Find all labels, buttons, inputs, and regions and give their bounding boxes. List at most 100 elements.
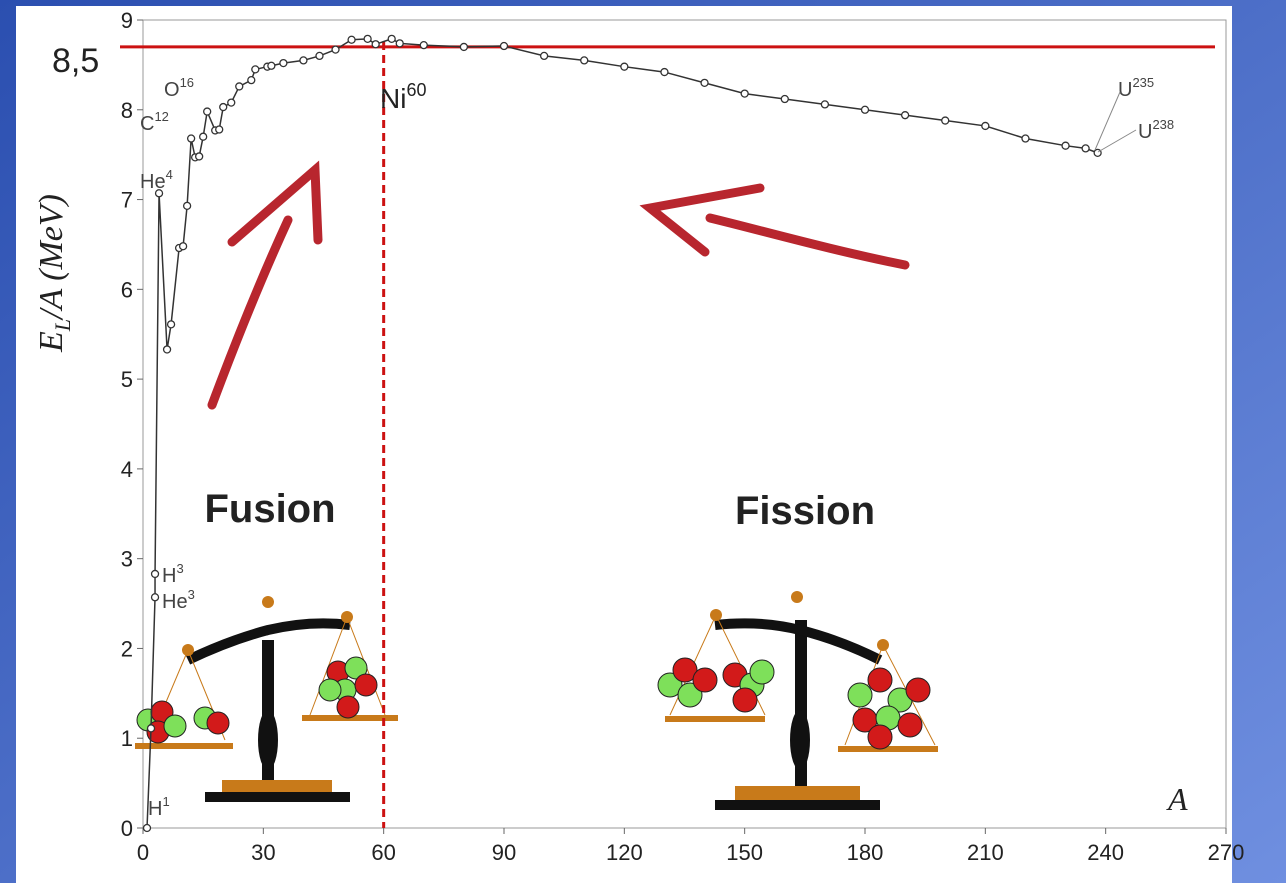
point-label: He3 — [162, 587, 195, 613]
label-base: O — [164, 79, 180, 101]
label-sup: 1 — [162, 794, 169, 809]
data-point — [459, 42, 469, 52]
fission-label: Fission — [735, 489, 875, 533]
data-point — [395, 39, 404, 48]
y-tick-label: 6 — [121, 277, 133, 302]
label-base: U — [1118, 79, 1132, 101]
y-tick-label: 3 — [121, 547, 133, 572]
data-point — [499, 41, 509, 51]
x-tick-label: 90 — [492, 840, 516, 865]
point-label: U235 — [1118, 75, 1154, 101]
y-tick-label: 8 — [121, 98, 133, 123]
label-sup: 235 — [1132, 75, 1154, 90]
data-point — [247, 76, 256, 85]
point-label: U238 — [1138, 117, 1174, 143]
data-point — [820, 100, 830, 109]
x-tick-label: 150 — [726, 840, 763, 865]
x-tick-label: 30 — [251, 840, 275, 865]
label-sup: 238 — [1152, 117, 1174, 132]
data-point — [150, 569, 160, 579]
data-point — [146, 724, 156, 733]
ni-label: Ni60 — [380, 80, 426, 114]
data-point — [419, 40, 428, 50]
label-base: H — [162, 565, 176, 587]
data-point — [182, 201, 192, 210]
data-point — [331, 45, 340, 54]
data-point — [387, 34, 396, 44]
point-label: C12 — [140, 109, 169, 135]
data-point — [150, 593, 160, 602]
data-point — [142, 823, 152, 833]
data-point — [279, 58, 288, 68]
data-point — [347, 35, 356, 44]
y-tick-label: 1 — [121, 726, 133, 751]
data-point — [215, 125, 224, 134]
label-sub: L — [50, 319, 75, 332]
fusion-label: Fusion — [204, 487, 335, 531]
x-axis-label: A — [1166, 781, 1188, 817]
data-point — [195, 152, 204, 161]
x-tick-label: 270 — [1208, 840, 1245, 865]
label-rest: /A (MeV) — [33, 194, 70, 321]
data-point — [660, 67, 669, 77]
label-sup: 16 — [180, 75, 194, 90]
y-tick-label: 5 — [121, 367, 133, 392]
label-sup: 60 — [406, 80, 426, 100]
label-base: E — [33, 331, 70, 353]
point-label: O16 — [164, 75, 194, 101]
y-tick-label: 2 — [121, 636, 133, 661]
plot-frame — [142, 19, 1227, 829]
data-point — [620, 62, 629, 71]
data-point — [251, 65, 260, 74]
data-point — [539, 51, 549, 61]
leader-line — [1094, 91, 1137, 153]
data-point — [740, 89, 749, 98]
data-point — [227, 98, 236, 107]
data-point — [299, 56, 308, 65]
label-sup: 12 — [154, 109, 168, 124]
panel — [16, 6, 1232, 883]
label-base: He — [162, 591, 188, 613]
data-point — [203, 107, 212, 116]
y-tick-label: 4 — [121, 457, 133, 482]
data-point — [219, 102, 228, 112]
data-point — [235, 82, 244, 91]
label-sup: 4 — [166, 167, 173, 182]
data-point — [186, 134, 196, 143]
data-point — [154, 189, 164, 198]
fission-arrow — [639, 183, 910, 270]
data-point — [700, 78, 709, 87]
point-label: H1 — [148, 794, 170, 820]
data-point — [178, 242, 188, 251]
data-point — [199, 132, 208, 141]
data-point — [900, 111, 910, 120]
y-axis-label: EL/A (MeV) — [33, 194, 75, 353]
data-point — [162, 345, 172, 354]
series-line — [146, 38, 1098, 829]
fission-scale — [657, 591, 938, 810]
y-tick-label: 0 — [121, 816, 133, 841]
x-tick-label: 180 — [847, 840, 884, 865]
data-point — [941, 116, 950, 125]
fusion-arrow — [207, 160, 323, 410]
data-point — [363, 34, 372, 44]
label-base: Ni — [380, 83, 406, 114]
data-point — [1021, 134, 1030, 143]
label-base: H — [148, 798, 162, 820]
data-point — [860, 105, 870, 114]
point-label: He4 — [140, 167, 173, 193]
y-tick-label: 7 — [121, 188, 133, 213]
fusion-scale — [135, 596, 398, 802]
y-tick-label: 9 — [121, 8, 133, 33]
data-point — [780, 94, 789, 104]
label-base: He — [140, 171, 166, 193]
x-tick-label: 60 — [371, 840, 395, 865]
label-sup: 3 — [188, 587, 195, 602]
label-sup: 3 — [176, 561, 183, 576]
x-tick-label: 120 — [606, 840, 643, 865]
x-tick-label: 0 — [137, 840, 149, 865]
data-point — [1061, 141, 1070, 150]
data-point — [1081, 144, 1090, 153]
